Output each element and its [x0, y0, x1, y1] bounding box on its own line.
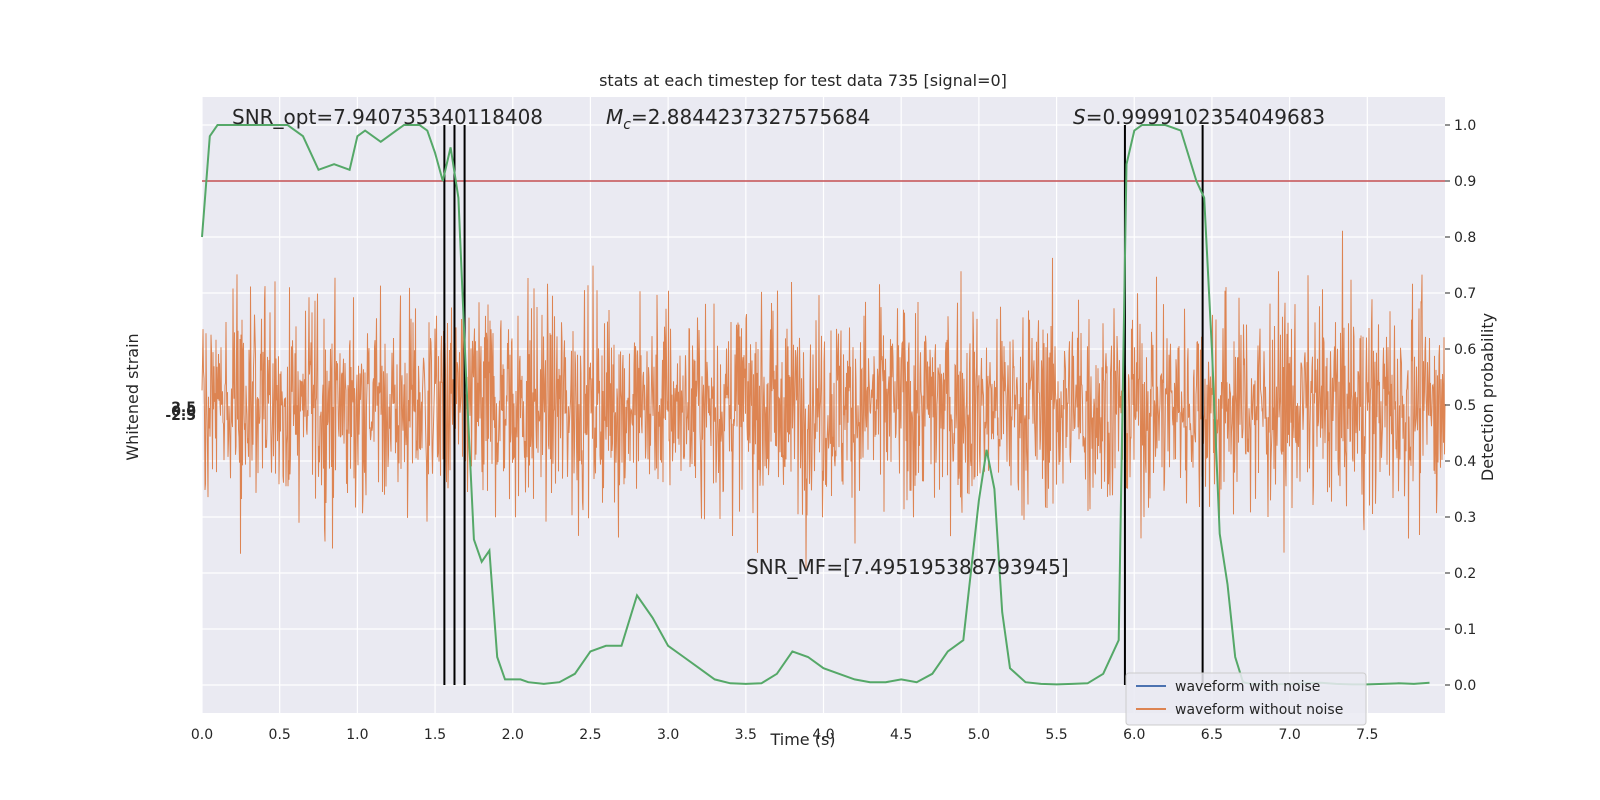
- snr-opt-annotation: SNR_opt=7.940735340118408: [232, 105, 543, 129]
- chirp-mass-annotation: Mc=2.8844237327575684: [606, 105, 870, 133]
- chirp-mass-value: =2.8844237327575684: [631, 105, 870, 129]
- x-tick-label: 7.5: [1356, 727, 1378, 743]
- score-annotation: S=0.9999102354049683: [1073, 105, 1325, 129]
- x-tick-label: 0.0: [191, 727, 213, 743]
- left-y-tick-label: 2.5: [171, 400, 196, 416]
- legend-item-noise: waveform with noise: [1175, 679, 1320, 695]
- right-y-tick-label: 0.3: [1454, 510, 1476, 526]
- legend-box: [1125, 672, 1367, 726]
- right-y-axis-label: Detection probability: [1478, 313, 1497, 481]
- snr-mf-annotation: SNR_MF=[7.495195388793945]: [746, 555, 1069, 579]
- right-y-tick-label: 0.6: [1454, 342, 1476, 358]
- x-tick-label: 5.0: [968, 727, 990, 743]
- chirp-mass-subscript: c: [623, 117, 631, 133]
- x-tick-label: 1.5: [424, 727, 446, 743]
- right-y-tick-label: 0.8: [1454, 230, 1476, 246]
- right-y-tick-label: 0.0: [1454, 678, 1476, 694]
- probability-series-line: [201, 124, 1430, 686]
- right-y-tick-label: 0.1: [1454, 622, 1476, 638]
- x-tick-label: 0.5: [269, 727, 291, 743]
- x-tick-label: 3.0: [657, 727, 679, 743]
- strain-series: [201, 230, 1446, 568]
- x-tick-label: 5.5: [1045, 727, 1067, 743]
- x-tick-labels: 0.0 0.5 1.0 1.5 2.0 2.5 3.0 3.5 4.0 4.5 5.0 5.5 6.0 6…: [191, 727, 1379, 743]
- x-tick-label: 4.0: [812, 727, 834, 743]
- left-y-tick-labels: -2.50.02.5: [165, 400, 196, 424]
- right-y-tick-label: 0.2: [1454, 566, 1476, 582]
- chirp-mass-symbol: M: [606, 105, 623, 129]
- x-tick-label: 1.0: [346, 727, 368, 743]
- right-y-tick-labels: 0.0 0.1 0.2 0.3 0.4 0.5 0.6 0.7 0.8 0.9 1.0: [1445, 118, 1476, 694]
- score-value: =0.9999102354049683: [1086, 105, 1325, 129]
- right-y-tick-label: 1.0: [1454, 118, 1476, 134]
- right-y-tick-label: 0.9: [1454, 174, 1476, 190]
- right-y-tick-label: 0.4: [1454, 454, 1476, 470]
- strain-waveform: [201, 230, 1446, 568]
- x-tick-label: 4.5: [890, 727, 912, 743]
- left-y-tick-label: 0.0: [171, 404, 196, 420]
- x-tick-label: 2.5: [579, 727, 601, 743]
- x-tick-label: 7.0: [1278, 727, 1300, 743]
- vertical-markers: [443, 125, 1204, 685]
- x-tick-label: 2.0: [502, 727, 524, 743]
- right-y-tick-label: 0.5: [1454, 398, 1476, 414]
- x-tick-label: 3.5: [735, 727, 757, 743]
- right-y-tick-label: 0.7: [1454, 286, 1476, 302]
- legend: waveform with noise waveform without noi…: [1125, 672, 1367, 726]
- x-axis-label: Time (s): [769, 730, 835, 749]
- score-symbol: S: [1073, 105, 1086, 129]
- chart-title: stats at each timestep for test data 735…: [599, 71, 1007, 90]
- legend-item-strain: waveform without noise: [1175, 702, 1343, 718]
- x-tick-label: 6.0: [1123, 727, 1145, 743]
- left-y-axis-label: Whitened strain: [123, 333, 142, 460]
- left-y-tick-label: -2.5: [165, 408, 196, 424]
- x-tick-label: 6.5: [1201, 727, 1223, 743]
